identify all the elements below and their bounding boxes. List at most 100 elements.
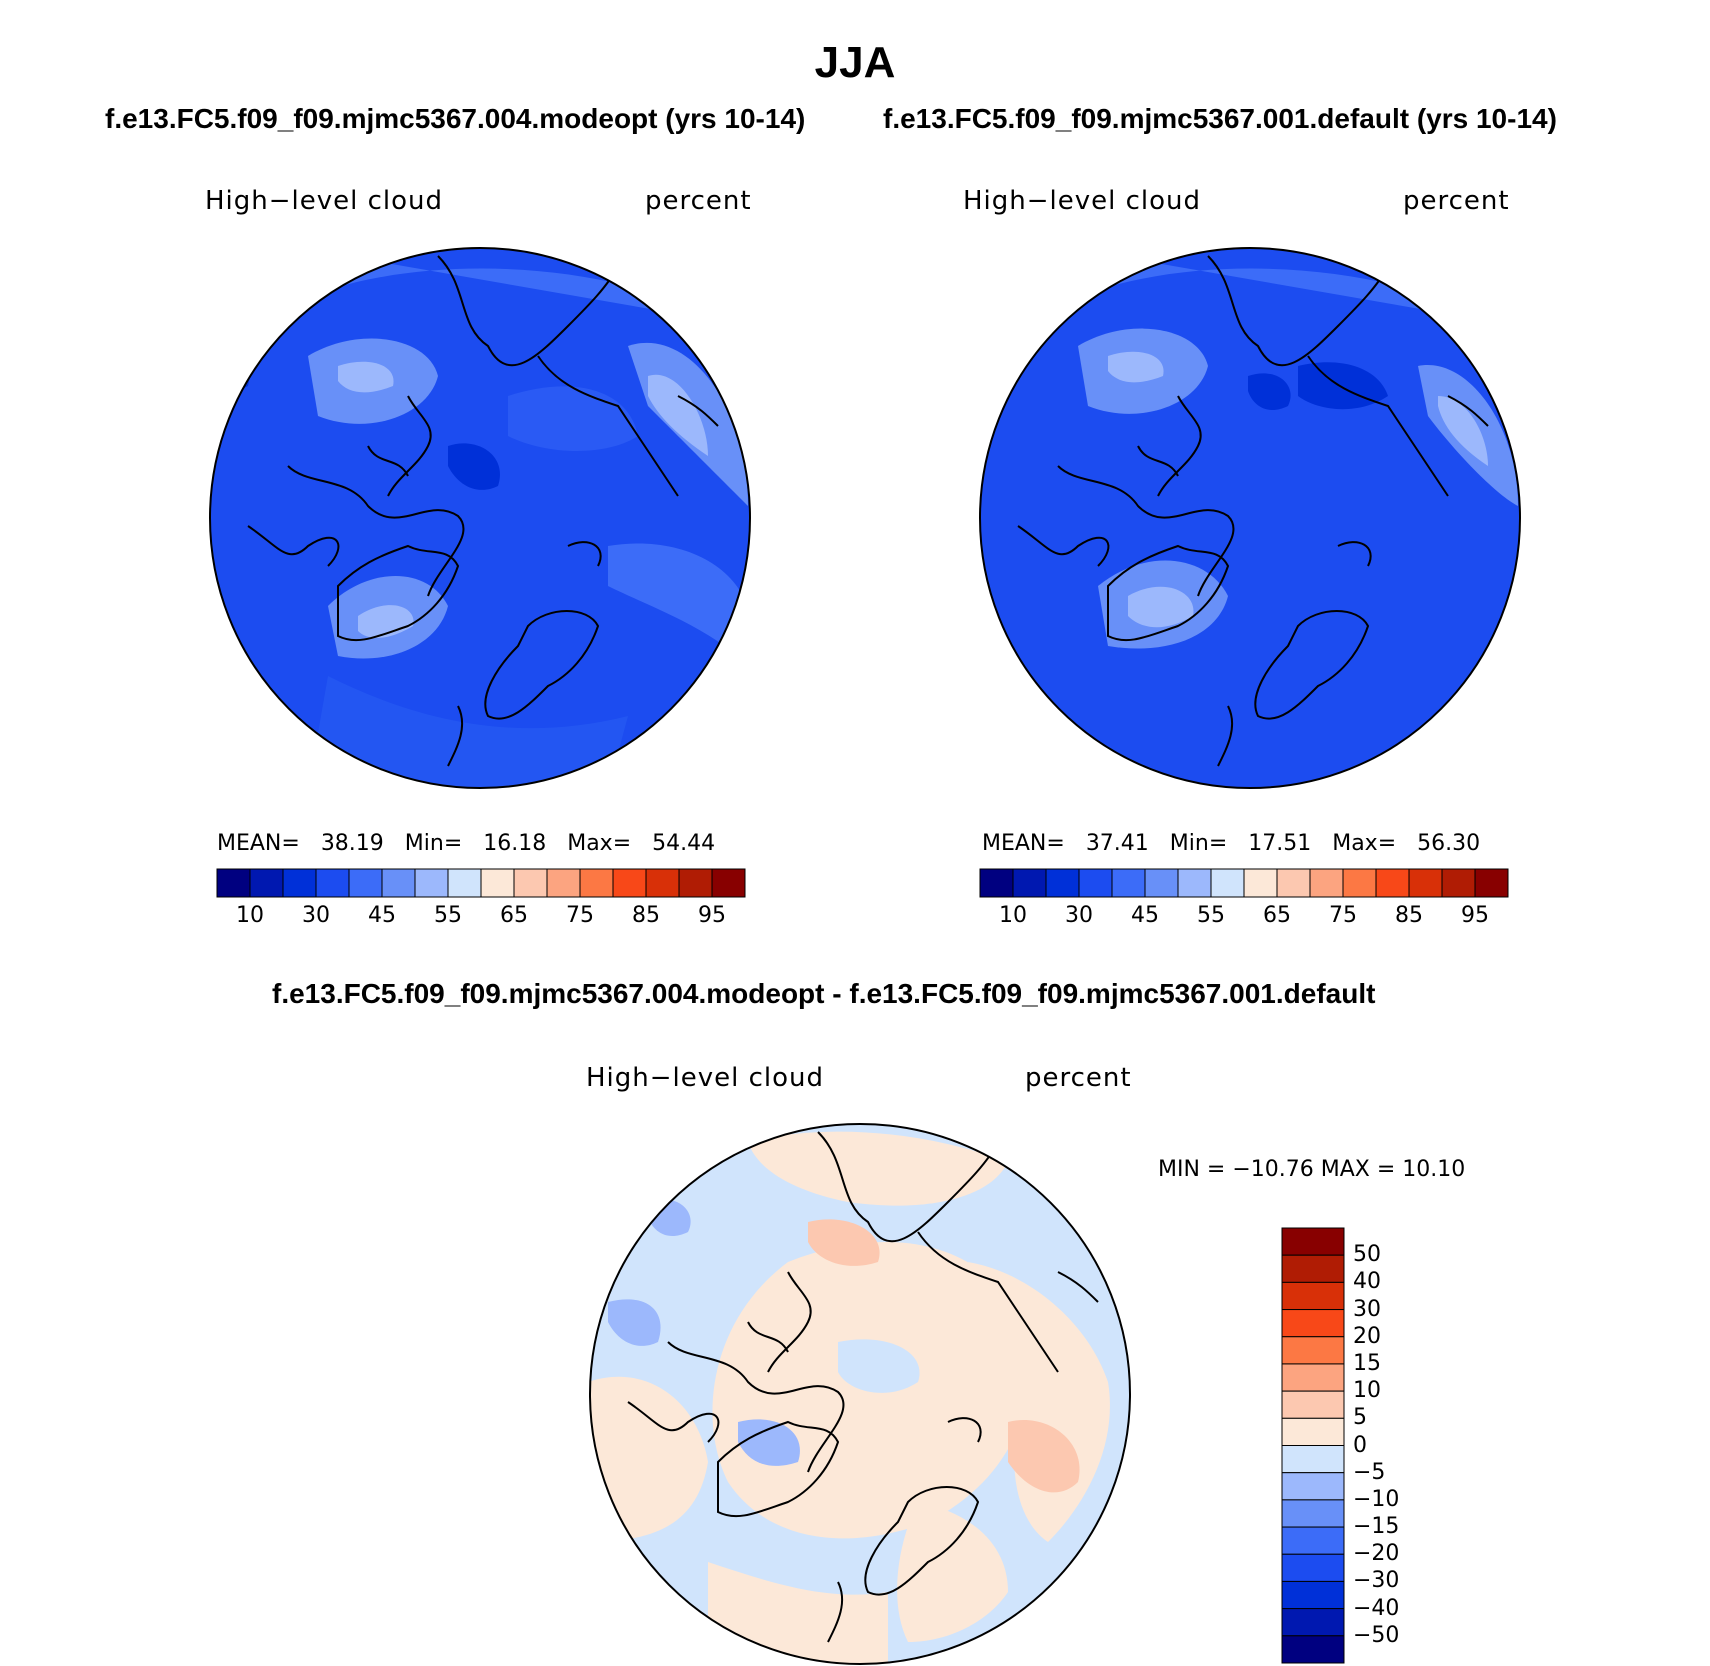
diff-colorbar-tick: −10: [1353, 1486, 1400, 1512]
diff-colorbar-swatch: [1281, 1499, 1345, 1528]
right-colorbar-tick: 10: [999, 903, 1027, 928]
right-colorbar-tick: 45: [1131, 903, 1159, 928]
diff-colorbar-swatch: [1281, 1635, 1345, 1664]
left-stats: MEAN= 38.19 Min= 16.18 Max= 54.44: [217, 831, 715, 856]
diff-colorbar-swatch: [1281, 1472, 1345, 1501]
diff-colorbar-swatch: [1281, 1526, 1345, 1555]
diff-colorbar-swatch: [1281, 1309, 1345, 1338]
right-colorbar-swatch: [979, 868, 1014, 898]
left-case-title: f.e13.FC5.f09_f09.mjmc5367.004.modeopt (…: [105, 103, 806, 134]
left-colorbar-swatch: [612, 868, 647, 898]
diff-colorbar-tick: 20: [1353, 1323, 1381, 1349]
right-colorbar-swatch: [1309, 868, 1344, 898]
right-colorbar: [979, 868, 1509, 898]
diff-colorbar-tick: 15: [1353, 1350, 1381, 1376]
diff-colorbar-ticks: 50 40 30 20 15 10 5 0 −5 −10 −15 −20 −30 −40 −50: [1353, 1228, 1433, 1663]
right-colorbar-swatch: [1012, 868, 1047, 898]
left-max-value: 54.44: [652, 831, 716, 856]
left-min-value: 16.18: [483, 831, 547, 856]
left-colorbar-swatch: [711, 868, 746, 898]
diff-colorbar-swatch: [1281, 1363, 1345, 1392]
right-mean-value: 37.41: [1085, 831, 1149, 856]
diff-colorbar-tick: −30: [1353, 1568, 1400, 1594]
right-colorbar-tick: 85: [1395, 903, 1423, 928]
diff-polar-map: [589, 1123, 1131, 1665]
right-colorbar-swatch: [1441, 868, 1476, 898]
right-stats: MEAN= 37.41 Min= 17.51 Max= 56.30: [982, 831, 1480, 856]
right-colorbar-swatch: [1078, 868, 1113, 898]
left-colorbar-swatch: [447, 868, 482, 898]
left-colorbar-tick: 85: [632, 903, 660, 928]
diff-colorbar-swatch: [1281, 1580, 1345, 1610]
right-colorbar-ticks: 10 30 45 55 65 75 85 95: [980, 903, 1508, 933]
diff-colorbar-tick: −50: [1353, 1622, 1400, 1648]
diff-colorbar-swatch: [1281, 1227, 1345, 1256]
diff-title: f.e13.FC5.f09_f09.mjmc5367.004.modeopt -…: [272, 978, 1376, 1009]
right-colorbar-tick: 75: [1329, 903, 1357, 928]
diff-colorbar-tick: 40: [1353, 1269, 1381, 1295]
diff-colorbar-swatch: [1281, 1281, 1345, 1311]
right-colorbar-swatch: [1474, 868, 1509, 898]
right-units-label: percent: [1403, 186, 1510, 216]
left-colorbar-tick: 95: [698, 903, 726, 928]
diff-units-label: percent: [1025, 1063, 1132, 1093]
right-polar-map: [979, 247, 1521, 789]
left-mean-label: MEAN=: [217, 831, 300, 856]
diff-variable-label: High−level cloud: [586, 1063, 825, 1093]
left-colorbar-swatch: [381, 868, 416, 898]
right-colorbar-swatch: [1375, 868, 1410, 898]
left-colorbar-swatch: [480, 868, 515, 898]
right-colorbar-tick: 55: [1197, 903, 1225, 928]
diff-colorbar-swatch: [1281, 1445, 1345, 1474]
left-colorbar-swatch: [315, 868, 350, 898]
left-colorbar-swatch: [579, 868, 614, 898]
diff-colorbar-swatch: [1281, 1553, 1345, 1582]
diff-colorbar-swatch: [1281, 1417, 1345, 1446]
right-colorbar-swatch: [1144, 868, 1179, 898]
right-colorbar-swatch: [1210, 868, 1245, 898]
right-colorbar-swatch: [1342, 868, 1377, 898]
page-title: JJA: [814, 38, 896, 87]
right-min-value: 17.51: [1248, 831, 1312, 856]
right-colorbar-tick: 95: [1461, 903, 1489, 928]
right-mean-label: MEAN=: [982, 831, 1065, 856]
left-colorbar-swatch: [678, 868, 713, 898]
diff-colorbar-tick: −20: [1353, 1541, 1400, 1567]
right-case-title: f.e13.FC5.f09_f09.mjmc5367.001.default (…: [883, 103, 1557, 134]
left-colorbar-swatch: [546, 868, 581, 898]
right-colorbar-swatch: [1243, 868, 1278, 898]
left-polar-map: [209, 247, 751, 789]
left-colorbar-swatch: [645, 868, 680, 898]
left-mean-value: 38.19: [320, 831, 384, 856]
left-colorbar-tick: 10: [236, 903, 264, 928]
right-min-label: Min=: [1169, 831, 1228, 856]
left-colorbar-swatch: [282, 868, 317, 898]
left-colorbar-swatch: [513, 868, 548, 898]
diff-minmax: MIN = −10.76 MAX = 10.10: [1158, 1157, 1466, 1182]
left-colorbar-swatch: [348, 868, 383, 898]
diff-colorbar-tick: 0: [1353, 1432, 1367, 1458]
left-colorbar-swatch: [414, 868, 449, 898]
left-min-label: Min=: [404, 831, 463, 856]
right-colorbar-tick: 65: [1263, 903, 1291, 928]
diff-colorbar-tick: 5: [1353, 1405, 1367, 1431]
right-colorbar-swatch: [1408, 868, 1443, 898]
diff-colorbar-tick: −5: [1353, 1459, 1386, 1485]
left-colorbar-tick: 30: [302, 903, 330, 928]
left-colorbar: [216, 868, 746, 898]
left-colorbar-swatch: [216, 868, 251, 898]
right-max-value: 56.30: [1417, 831, 1481, 856]
right-colorbar-swatch: [1045, 868, 1080, 898]
left-colorbar-ticks: 10 30 45 55 65 75 85 95: [217, 903, 745, 933]
right-variable-label: High−level cloud: [963, 186, 1202, 216]
left-colorbar-swatch: [249, 868, 284, 898]
diff-colorbar-tick: 10: [1353, 1378, 1381, 1404]
diff-colorbar-swatch: [1281, 1608, 1345, 1637]
right-colorbar-tick: 30: [1065, 903, 1093, 928]
left-max-label: Max=: [567, 831, 632, 856]
right-max-label: Max=: [1332, 831, 1397, 856]
right-colorbar-swatch: [1111, 868, 1146, 898]
right-colorbar-swatch: [1177, 868, 1212, 898]
left-units-label: percent: [645, 186, 752, 216]
diff-colorbar: [1281, 1227, 1345, 1664]
